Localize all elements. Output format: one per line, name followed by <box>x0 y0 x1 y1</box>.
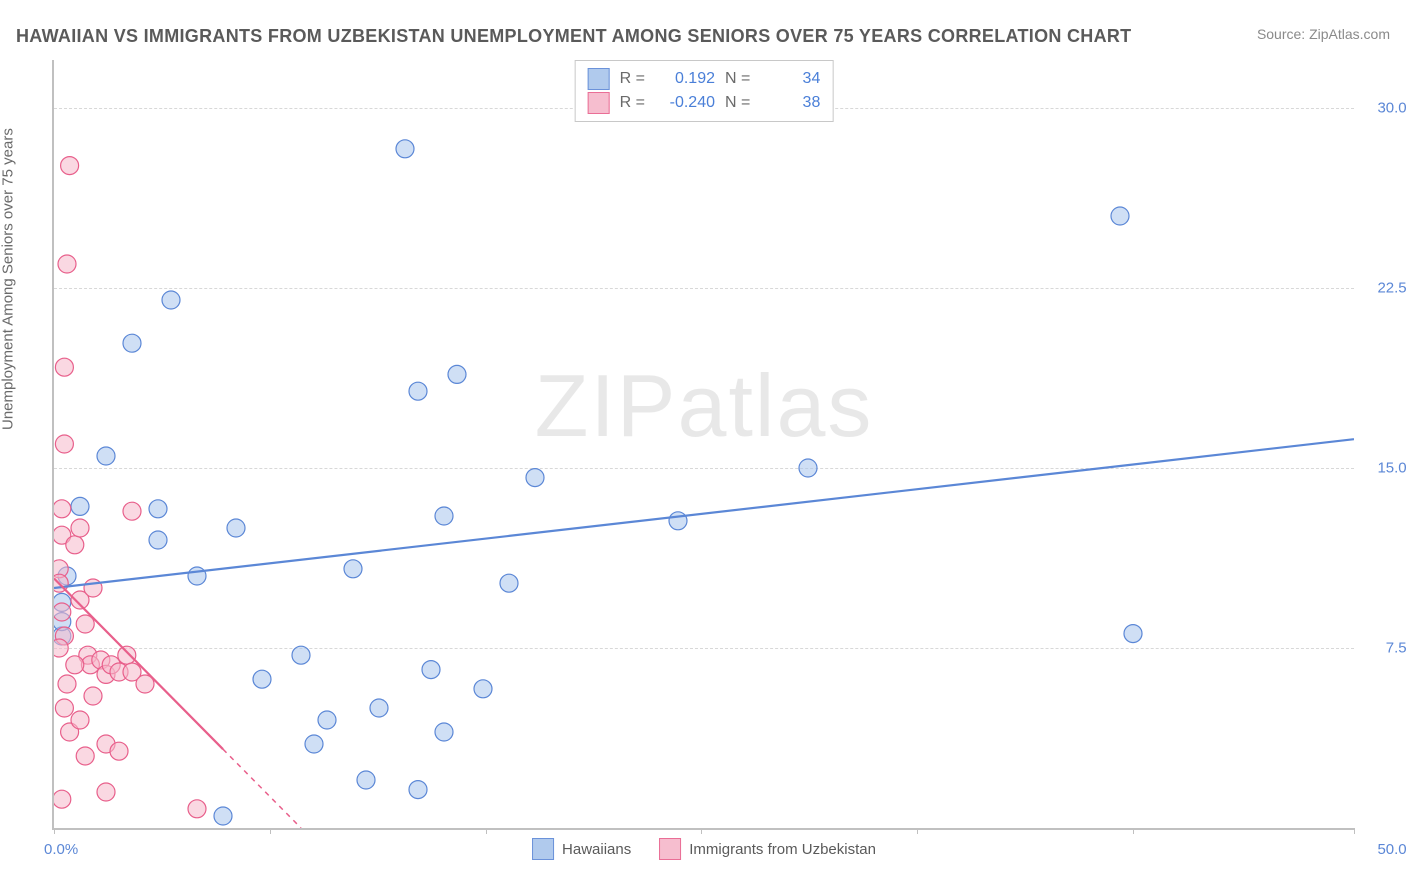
r-label: R = <box>620 91 645 115</box>
x-tick <box>701 828 702 834</box>
data-point <box>58 255 76 273</box>
data-point <box>97 447 115 465</box>
r-value-hawaiians: 0.192 <box>655 67 715 91</box>
data-point <box>292 646 310 664</box>
trend-line-dashed <box>223 749 301 828</box>
legend-item-uzbekistan: Immigrants from Uzbekistan <box>659 838 876 860</box>
source-attribution: Source: ZipAtlas.com <box>1257 26 1390 42</box>
legend-swatch-uzbekistan <box>659 838 681 860</box>
y-axis-label: Unemployment Among Seniors over 75 years <box>0 128 17 430</box>
x-tick <box>1354 828 1355 834</box>
data-point <box>54 790 71 808</box>
correlation-legend: R = 0.192 N = 34 R = -0.240 N = 38 <box>575 60 834 122</box>
data-point <box>799 459 817 477</box>
data-point <box>123 334 141 352</box>
swatch-uzbekistan <box>588 92 610 114</box>
x-tick <box>270 828 271 834</box>
n-label: N = <box>725 91 750 115</box>
data-point <box>76 747 94 765</box>
legend-label-uzbekistan: Immigrants from Uzbekistan <box>689 841 876 858</box>
data-point <box>1124 625 1142 643</box>
r-label: R = <box>620 67 645 91</box>
data-point <box>149 531 167 549</box>
data-point <box>500 574 518 592</box>
legend-row-hawaiians: R = 0.192 N = 34 <box>588 67 821 91</box>
y-tick-label: 30.0% <box>1377 100 1406 117</box>
data-point <box>435 723 453 741</box>
data-point <box>97 783 115 801</box>
n-value-uzbekistan: 38 <box>760 91 820 115</box>
x-tick <box>486 828 487 834</box>
legend-row-uzbekistan: R = -0.240 N = 38 <box>588 91 821 115</box>
legend-swatch-hawaiians <box>532 838 554 860</box>
legend-item-hawaiians: Hawaiians <box>532 838 631 860</box>
data-point <box>526 469 544 487</box>
data-point <box>54 500 71 518</box>
chart-container: HAWAIIAN VS IMMIGRANTS FROM UZBEKISTAN U… <box>0 0 1406 892</box>
data-point <box>55 435 73 453</box>
data-point <box>84 579 102 597</box>
chart-svg <box>54 60 1354 828</box>
trend-line <box>54 439 1354 588</box>
n-value-hawaiians: 34 <box>760 67 820 91</box>
data-point <box>448 365 466 383</box>
data-point <box>66 656 84 674</box>
data-point <box>55 358 73 376</box>
data-point <box>61 157 79 175</box>
data-point <box>188 567 206 585</box>
x-tick-label: 50.0% <box>1377 841 1406 858</box>
y-tick-label: 7.5% <box>1386 640 1406 657</box>
chart-title: HAWAIIAN VS IMMIGRANTS FROM UZBEKISTAN U… <box>16 26 1131 47</box>
data-point <box>318 711 336 729</box>
data-point <box>84 687 102 705</box>
x-tick <box>54 828 55 834</box>
x-tick <box>917 828 918 834</box>
data-point <box>227 519 245 537</box>
y-tick-label: 15.0% <box>1377 460 1406 477</box>
x-tick <box>1133 828 1134 834</box>
data-point <box>305 735 323 753</box>
data-point <box>66 536 84 554</box>
data-point <box>162 291 180 309</box>
data-point <box>422 661 440 679</box>
data-point <box>71 497 89 515</box>
plot-area: ZIPatlas R = 0.192 N = 34 R = -0.240 N =… <box>52 60 1354 830</box>
data-point <box>71 519 89 537</box>
data-point <box>1111 207 1129 225</box>
data-point <box>344 560 362 578</box>
data-point <box>55 699 73 717</box>
data-point <box>435 507 453 525</box>
data-point <box>188 800 206 818</box>
n-label: N = <box>725 67 750 91</box>
data-point <box>669 512 687 530</box>
series-legend: Hawaiians Immigrants from Uzbekistan <box>532 838 876 860</box>
data-point <box>71 711 89 729</box>
data-point <box>54 603 71 621</box>
data-point <box>118 646 136 664</box>
data-point <box>474 680 492 698</box>
data-point <box>370 699 388 717</box>
data-point <box>123 502 141 520</box>
data-point <box>396 140 414 158</box>
x-tick-label: 0.0% <box>44 841 78 858</box>
data-point <box>54 639 68 657</box>
data-point <box>214 807 232 825</box>
r-value-uzbekistan: -0.240 <box>655 91 715 115</box>
legend-label-hawaiians: Hawaiians <box>562 841 631 858</box>
data-point <box>110 742 128 760</box>
y-tick-label: 22.5% <box>1377 280 1406 297</box>
data-point <box>409 382 427 400</box>
data-point <box>58 675 76 693</box>
data-point <box>149 500 167 518</box>
data-point <box>357 771 375 789</box>
data-point <box>409 781 427 799</box>
data-point <box>253 670 271 688</box>
swatch-hawaiians <box>588 68 610 90</box>
